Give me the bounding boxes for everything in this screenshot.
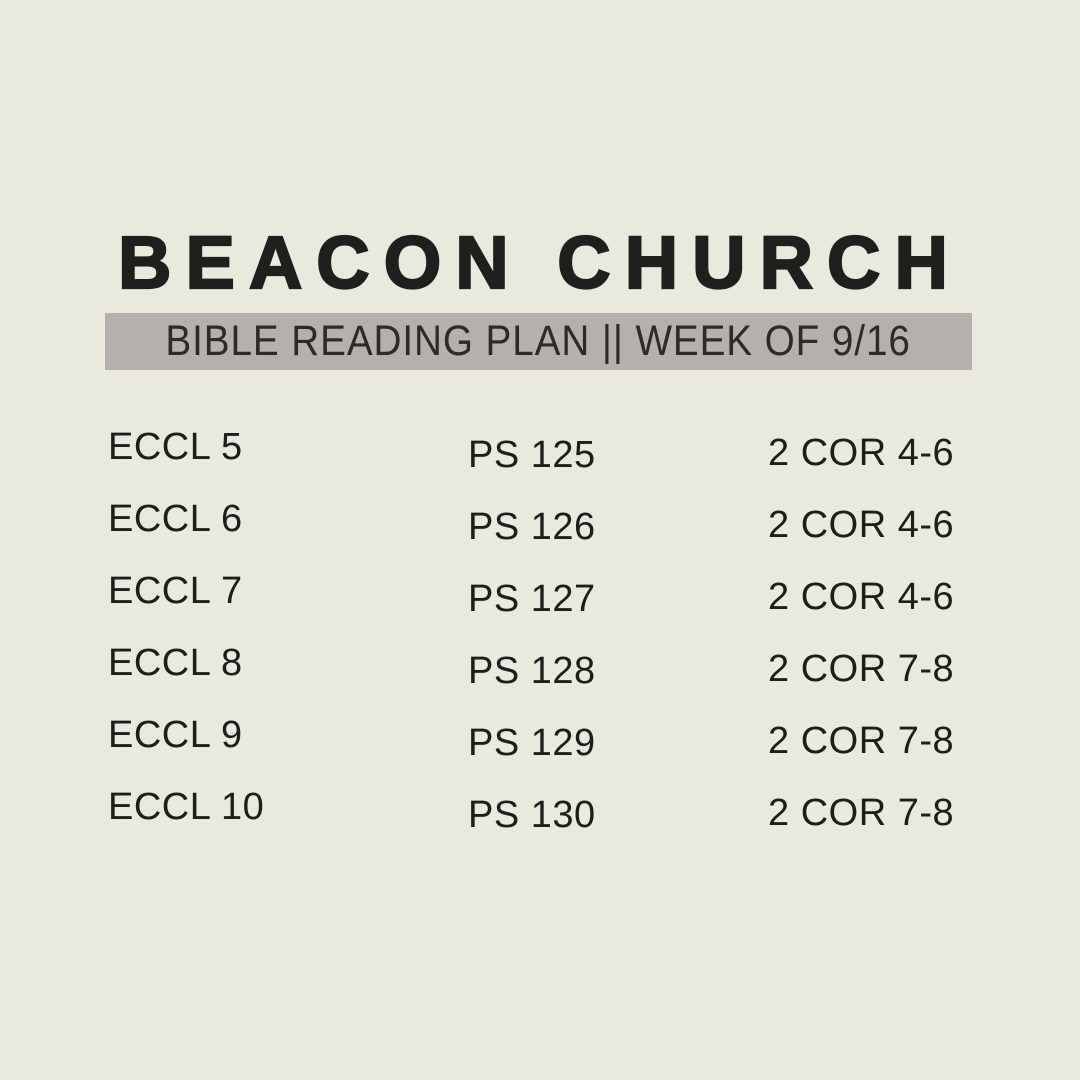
subtitle-banner: BIBLE READING PLAN || WEEK OF 9/16 bbox=[105, 313, 972, 370]
reading-entry: PS 127 bbox=[468, 578, 596, 620]
reading-entry: ECCL 10 bbox=[108, 786, 265, 828]
page-title: BEACON CHURCH bbox=[117, 220, 962, 305]
reading-column-psalms: PS 125 PS 126 PS 127 PS 128 PS 129 PS 13… bbox=[468, 432, 596, 864]
reading-entry: ECCL 6 bbox=[108, 498, 243, 540]
reading-entry: PS 129 bbox=[468, 722, 596, 764]
reading-entry: PS 126 bbox=[468, 506, 596, 548]
reading-entry: 2 COR 7-8 bbox=[768, 792, 955, 834]
reading-column-2-corinthians: 2 COR 4-6 2 COR 4-6 2 COR 4-6 2 COR 7-8 … bbox=[768, 430, 954, 862]
reading-entry: 2 COR 4-6 bbox=[768, 504, 955, 546]
reading-entry: 2 COR 7-8 bbox=[768, 720, 955, 762]
reading-entry: ECCL 8 bbox=[108, 642, 243, 684]
reading-entry: PS 128 bbox=[468, 650, 596, 692]
reading-entry: 2 COR 4-6 bbox=[768, 576, 955, 618]
reading-entry: PS 130 bbox=[468, 794, 596, 836]
reading-column-ecclesiastes: ECCL 5 ECCL 6 ECCL 7 ECCL 8 ECCL 9 ECCL … bbox=[108, 424, 264, 856]
reading-entry: 2 COR 7-8 bbox=[768, 648, 955, 690]
reading-entry: 2 COR 4-6 bbox=[768, 432, 955, 474]
reading-entry: ECCL 5 bbox=[108, 426, 243, 468]
subtitle-text: BIBLE READING PLAN || WEEK OF 9/16 bbox=[165, 317, 912, 365]
reading-entry: ECCL 9 bbox=[108, 714, 243, 756]
reading-entry: ECCL 7 bbox=[108, 570, 243, 612]
reading-entry: PS 125 bbox=[468, 434, 596, 476]
